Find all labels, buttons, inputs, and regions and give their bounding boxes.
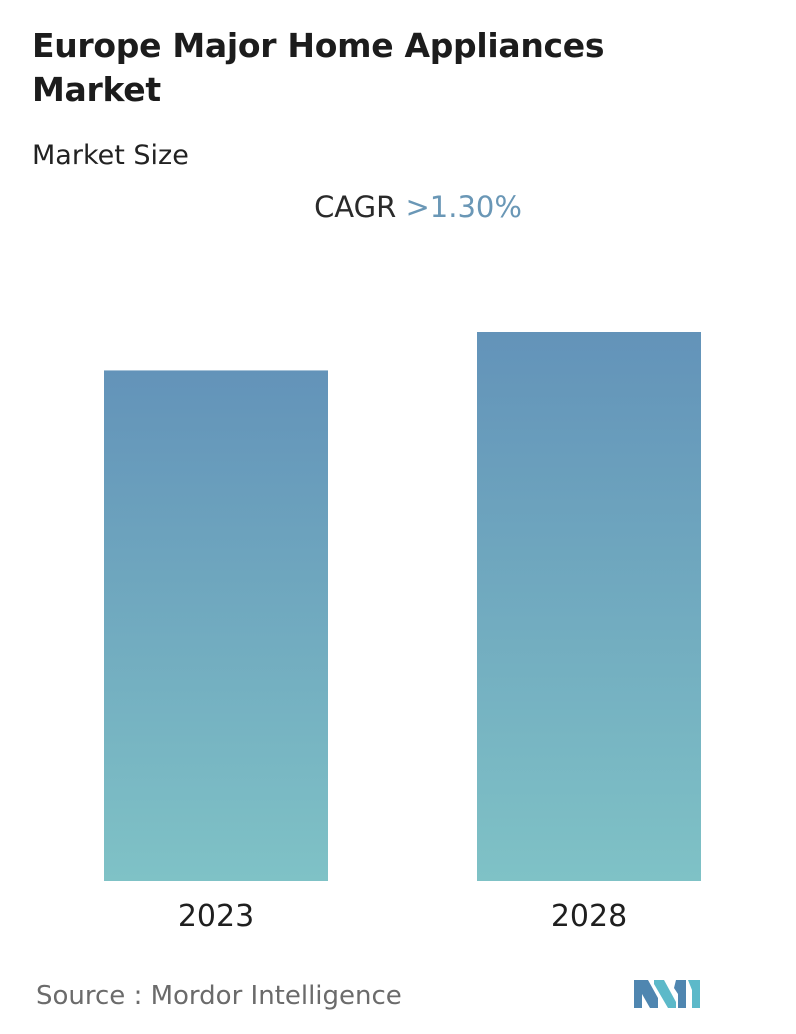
bar-chart: 2023 2028 [104, 332, 701, 934]
bar-2023 [104, 370, 328, 881]
cagr-value: >1.30% [405, 190, 522, 224]
bar-2028 [477, 332, 701, 881]
x-tick-label-2023: 2023 [178, 899, 254, 934]
source-credit: Source : Mordor Intelligence [36, 981, 402, 1011]
bar-series [104, 332, 701, 881]
chart-subtitle: Market Size [32, 140, 189, 171]
cagr-label: CAGR [314, 190, 397, 224]
x-axis-tick-labels: 2023 2028 [178, 899, 627, 934]
x-tick-label-2028: 2028 [551, 899, 627, 934]
chart-title: Europe Major Home Appliances Market [32, 26, 605, 109]
cagr-annotation: CAGR >1.30% [0, 188, 796, 226]
mordor-intelligence-logo-icon [634, 980, 700, 1008]
